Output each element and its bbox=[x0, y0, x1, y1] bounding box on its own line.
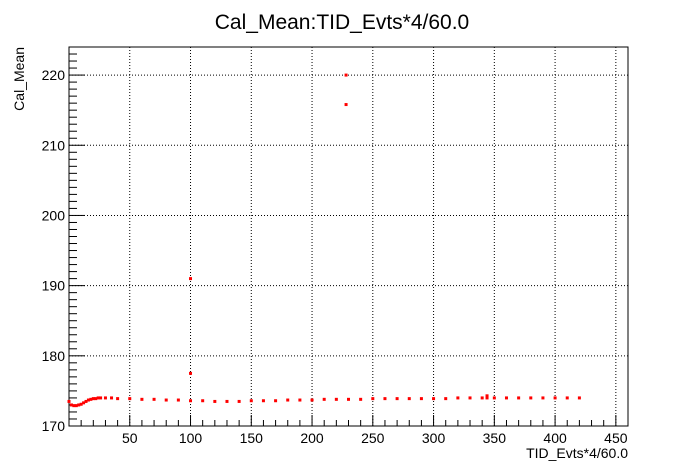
data-point bbox=[347, 397, 350, 401]
data-point bbox=[74, 404, 78, 408]
y-tick-label: 180 bbox=[42, 348, 66, 364]
data-point bbox=[84, 399, 88, 403]
data-point bbox=[371, 397, 375, 401]
x-tick-label: 150 bbox=[240, 430, 264, 446]
data-point bbox=[99, 396, 103, 400]
data-point bbox=[485, 396, 489, 400]
data-point bbox=[110, 396, 114, 400]
data-point bbox=[72, 404, 76, 408]
data-point bbox=[176, 398, 180, 402]
data-point bbox=[128, 397, 132, 401]
data-point bbox=[444, 397, 448, 401]
chart-title: Cal_Mean:TID_Evts*4/60.0 bbox=[215, 11, 469, 34]
data-point bbox=[140, 397, 144, 401]
data-point bbox=[359, 397, 363, 401]
x-tick-label: 250 bbox=[361, 430, 385, 446]
data-point bbox=[96, 396, 100, 400]
data-point bbox=[517, 396, 521, 400]
data-point bbox=[89, 397, 93, 401]
data-point bbox=[344, 73, 348, 77]
data-point bbox=[225, 399, 229, 403]
data-point bbox=[164, 398, 168, 402]
data-point bbox=[553, 396, 557, 400]
data-point bbox=[468, 396, 472, 400]
grid bbox=[69, 47, 628, 426]
x-tick-label: 200 bbox=[300, 430, 324, 446]
data-point bbox=[298, 398, 302, 402]
data-point bbox=[249, 399, 253, 403]
y-tick-label: 220 bbox=[42, 67, 66, 83]
data-point bbox=[67, 399, 71, 403]
data-point bbox=[383, 397, 387, 401]
x-tick-label: 50 bbox=[122, 430, 138, 446]
data-point bbox=[82, 401, 86, 405]
data-point bbox=[565, 396, 569, 400]
data-point bbox=[344, 103, 348, 107]
data-point bbox=[577, 396, 581, 400]
data-point bbox=[116, 397, 120, 401]
data-point bbox=[77, 403, 81, 407]
axis-ticks bbox=[69, 53, 617, 427]
x-axis-label: TID_Evts*4/60.0 bbox=[526, 445, 628, 461]
data-point bbox=[419, 397, 423, 401]
data-point bbox=[274, 399, 278, 403]
x-tick-label: 450 bbox=[604, 430, 628, 446]
data-point bbox=[286, 398, 290, 402]
y-tick-label: 170 bbox=[42, 418, 66, 434]
data-point bbox=[189, 399, 193, 403]
data-point bbox=[529, 396, 533, 400]
x-tick-label: 100 bbox=[179, 430, 203, 446]
data-point bbox=[189, 277, 193, 281]
data-point bbox=[152, 397, 156, 401]
y-axis-label: Cal_Mean bbox=[11, 47, 27, 111]
data-point bbox=[485, 394, 489, 398]
data-point bbox=[79, 402, 83, 406]
data-point bbox=[456, 396, 460, 400]
data-point bbox=[480, 396, 484, 400]
x-tick-label: 350 bbox=[483, 430, 507, 446]
y-tick-label: 210 bbox=[42, 137, 66, 153]
x-tick-label: 400 bbox=[543, 430, 567, 446]
data-point bbox=[334, 397, 338, 401]
data-point bbox=[310, 398, 314, 402]
x-tick-label: 300 bbox=[422, 430, 446, 446]
data-point bbox=[395, 397, 399, 401]
data-point bbox=[103, 396, 107, 400]
y-tick-label: 200 bbox=[42, 207, 66, 223]
data-point bbox=[94, 397, 98, 401]
data-point bbox=[213, 399, 217, 403]
y-tick-label: 190 bbox=[42, 278, 66, 294]
data-point bbox=[504, 396, 508, 400]
data-point bbox=[201, 399, 205, 403]
data-point bbox=[432, 397, 436, 401]
data-points bbox=[67, 73, 581, 408]
data-point bbox=[407, 397, 411, 401]
tick-labels: 50 100 150 200 250 300 350 400 450 170 180 190 200 21… bbox=[42, 67, 628, 446]
data-point bbox=[69, 403, 73, 407]
data-point bbox=[91, 397, 95, 401]
data-point bbox=[86, 398, 90, 402]
data-point bbox=[189, 371, 193, 375]
data-point bbox=[492, 396, 496, 400]
data-point bbox=[541, 396, 545, 400]
data-point bbox=[237, 399, 241, 403]
data-point bbox=[261, 399, 265, 403]
data-point bbox=[322, 397, 326, 401]
